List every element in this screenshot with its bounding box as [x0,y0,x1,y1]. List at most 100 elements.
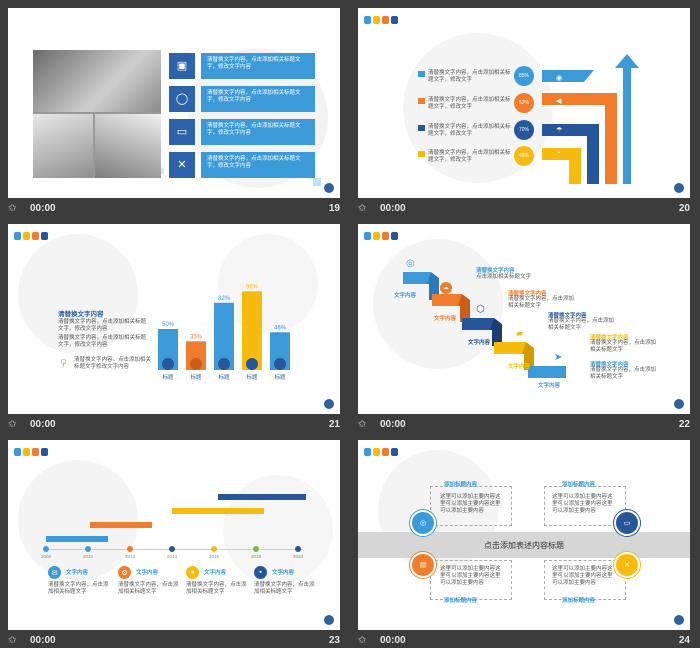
slide-footer-24: ✩ 00:00 24 [358,634,690,648]
timeline-dot [211,546,217,552]
s24-quad [544,560,626,600]
slide-number: 24 [678,635,690,646]
step-title: 清替换文字内容 [590,362,629,368]
chat-icon: ✉ [48,566,61,579]
bar-icon [246,358,258,370]
star-icon: ✩ [8,635,17,646]
s20-text: 清替换文字内容，点击添加相关标题文字，修改文字 [428,150,511,163]
slide-timing: 00:00 [30,419,56,430]
timeline-bar [218,494,306,500]
bar-value-label: 50% [162,322,175,328]
s21-note: 清替换文字内容，点击添加相关标题文字修改文字内容 [74,357,152,370]
arrow-diagram [542,54,639,184]
star-icon: ✩ [358,419,367,430]
timeline-year: 2018 [250,554,261,559]
lightbulb-icon: ◎ [406,258,415,269]
slide-23-thumbnail[interactable]: ✉ 文字内容 清替换文字内容，点击添加相关标题文字 ⚙ 文字内容 清替换文字内容… [8,440,340,630]
step-title: 清替换文字内容 [508,291,547,297]
step-body: 点击添加相关标题文字 [476,274,532,280]
timeline-bar [90,522,152,528]
pct-circle: 52% [514,93,534,113]
slide-number: 20 [678,203,690,214]
slide-timing: 00:00 [30,203,56,214]
timeline-year: 2020 [292,554,303,559]
tools-icon: ✕ [169,152,195,178]
stair-diagram [403,272,566,378]
logo-strip [364,14,404,26]
s24-head: 添加标题内容 [444,598,478,604]
photo-laptop [33,50,161,112]
photo-collage [33,50,161,178]
logo-strip [14,230,54,242]
slide-number: 22 [678,419,690,430]
timeline-dot [169,546,175,552]
tools-icon: ✕ [614,552,640,578]
photo-stethoscope [95,114,161,178]
s24-quad [430,560,512,600]
slide-19-thumbnail[interactable]: ▣ 清替换文字内容，点击添加相关标题文字，修改文字内容 ◯ 清替换文字内容，点击… [8,8,340,198]
timeline-year: 2010 [82,554,93,559]
s23-item-title: 文字内容 [204,570,227,576]
s23-item-title: 文字内容 [272,570,295,576]
s24-body: 这里可以添加主要内容这里可以添加主要内容这里可以添加主要内容 [440,494,501,514]
bar-icon [190,358,202,370]
s20-text: 清替换文字内容，点击添加相关标题文字，修改文字 [428,97,511,110]
bar-category-label: 标题 [190,373,202,381]
step-body: 清替换文字内容，点击添加相关标题文字 [548,318,615,331]
bar-icon [274,358,286,370]
megaphone-icon: ◀ [556,98,562,105]
page-badge [674,615,684,625]
background-decoration [18,460,333,585]
s19-item-text: 清替换文字内容，点击添加相关标题文字，修改文字内容 [201,86,315,112]
gear-icon: ⚙ [118,566,131,579]
timeline-dot [85,546,91,552]
id-badge-icon: ▣ [169,53,195,79]
s21-para: 清替换文字内容，点击添加相关标题文字，修改文字内容 [58,319,147,332]
step-label: 文字内容 [508,364,531,370]
bar [270,332,290,370]
center-title: 点击添加表述内容标题 [484,541,564,550]
clipboard-icon: ▤ [410,552,436,578]
step-body: 清替换文字内容，点击添加相关标题文字 [590,340,657,353]
s19-item-text: 清替换文字内容，点击添加相关标题文字，修改文字内容 [201,119,315,145]
page-badge [324,399,334,409]
slide-number: 23 [328,635,340,646]
step-label: 文字内容 [394,293,417,299]
s20-bullet [418,125,425,131]
laptop-icon: ▭ [169,119,195,145]
slide-20-thumbnail[interactable]: 85% 52% 70% 45% ◉ ◀ ☂ ◔ 清替换文字内容，点击添加相关标题… [358,8,690,198]
bar-chart: 50% 标题 35% 标题 82% 标题 96% 标题 46% 标题 [158,284,290,381]
timeline-year: 2014 [166,554,177,559]
truck-icon: ▪ [254,566,267,579]
step-title: 清替换文字内容 [476,268,515,274]
step-label: 文字内容 [434,316,457,322]
bar-value-label: 96% [246,284,259,290]
cube-icon: ⬡ [476,304,485,315]
timeline-dot [295,546,301,552]
star-icon: ✩ [358,203,367,214]
pct-circle: 85% [514,66,534,86]
slide-timing: 00:00 [380,635,406,646]
bar [242,291,262,370]
slide-24-thumbnail[interactable]: 点击添加表述内容标题 添加标题内容 添加标题内容 添加标题内容 添加标题内容 这… [358,440,690,630]
timeline-year: 2012 [124,554,135,559]
slide-22-thumbnail[interactable]: ◎ ☁ ⬡ ▰ ➤ 文字内容 文字内容 文字内容 文字内容 文字内容 清替换文字… [358,224,690,414]
slide-footer-21: ✩ 00:00 21 [8,418,340,432]
slide-timing: 00:00 [380,419,406,430]
s20-bullet [418,71,425,77]
step-body: 清替换文字内容，点击添加相关标题文字 [508,296,575,309]
star-icon: ✩ [8,419,17,430]
timeline-year: 2016 [208,554,219,559]
page-badge [324,615,334,625]
s24-quad [430,486,512,526]
s24-head: 添加标题内容 [562,482,596,488]
s24-head: 添加标题内容 [562,598,596,604]
slide-number: 19 [328,203,340,214]
step-body: 清替换文字内容，点击添加相关标题文字 [590,367,657,380]
bar [158,329,178,370]
slide-number: 21 [328,419,340,430]
slide-21-thumbnail[interactable]: 清替换文字内容 清替换文字内容，点击添加相关标题文字，修改文字内容 清替换文字内… [8,224,340,414]
s23-item-body: 清替换文字内容，点击添加相关标题文字 [118,582,179,595]
bar-value-label: 35% [190,334,203,340]
bar [214,302,234,370]
